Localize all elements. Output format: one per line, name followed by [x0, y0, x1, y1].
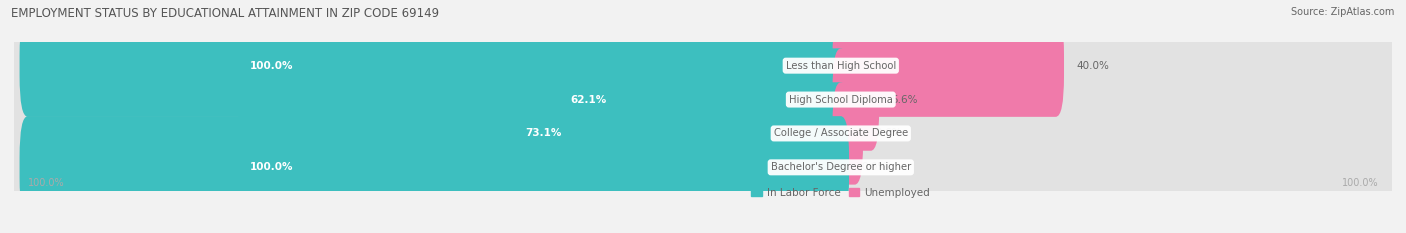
Text: College / Associate Degree: College / Associate Degree [773, 128, 908, 138]
FancyBboxPatch shape [11, 72, 1395, 195]
FancyBboxPatch shape [832, 14, 1064, 117]
FancyBboxPatch shape [11, 106, 1395, 229]
FancyBboxPatch shape [20, 116, 849, 219]
FancyBboxPatch shape [11, 4, 1395, 127]
Text: 100.0%: 100.0% [1341, 178, 1378, 188]
Text: Bachelor's Degree or higher: Bachelor's Degree or higher [770, 162, 911, 172]
Text: 2.6%: 2.6% [876, 128, 901, 138]
Text: High School Diploma: High School Diploma [789, 95, 893, 105]
Text: 5.6%: 5.6% [891, 95, 918, 105]
Legend: In Labor Force, Unemployed: In Labor Force, Unemployed [751, 188, 931, 198]
Text: Source: ZipAtlas.com: Source: ZipAtlas.com [1291, 7, 1395, 17]
FancyBboxPatch shape [832, 48, 879, 151]
Text: 40.0%: 40.0% [1077, 61, 1109, 71]
Text: 100.0%: 100.0% [250, 162, 294, 172]
FancyBboxPatch shape [11, 38, 1395, 161]
Text: EMPLOYMENT STATUS BY EDUCATIONAL ATTAINMENT IN ZIP CODE 69149: EMPLOYMENT STATUS BY EDUCATIONAL ATTAINM… [11, 7, 439, 20]
FancyBboxPatch shape [238, 82, 849, 185]
FancyBboxPatch shape [20, 14, 849, 117]
Text: 73.1%: 73.1% [526, 128, 562, 138]
FancyBboxPatch shape [328, 48, 849, 151]
Text: 62.1%: 62.1% [571, 95, 606, 105]
Text: 100.0%: 100.0% [250, 61, 294, 71]
FancyBboxPatch shape [832, 82, 863, 185]
Text: 0.0%: 0.0% [862, 162, 887, 172]
Text: Less than High School: Less than High School [786, 61, 896, 71]
Text: 100.0%: 100.0% [28, 178, 65, 188]
